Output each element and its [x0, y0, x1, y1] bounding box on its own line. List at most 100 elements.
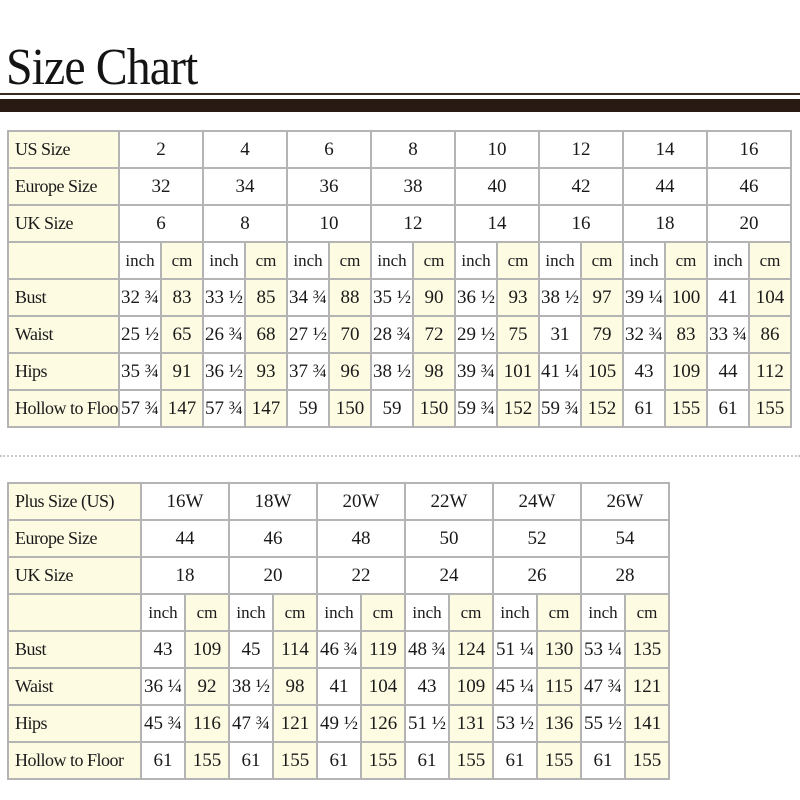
section-divider: [0, 455, 800, 457]
row-label: Hollow to Floor: [7, 741, 142, 780]
size-cell: 16W: [140, 482, 230, 521]
inch-value: 41 ¼: [538, 352, 582, 391]
inch-value: 59: [286, 389, 330, 428]
unit-cm-label: cm: [580, 241, 624, 280]
row-label: Plus Size (US): [7, 482, 142, 521]
unit-inch-label: inch: [202, 241, 246, 280]
unit-inch-label: inch: [140, 593, 186, 632]
inch-value: 61: [492, 741, 538, 780]
cm-value: 85: [244, 278, 288, 317]
cm-value: 83: [160, 278, 204, 317]
row-label: Waist: [7, 667, 142, 706]
size-cell: 28: [580, 556, 670, 595]
size-row: UK Size 6 8 10 12 14 16 18 20: [7, 204, 792, 243]
measurement-row: Waist 36 ¼ 92 38 ½ 98 41 104 43 109 45 ¼ 115 47 ¾ 12…: [7, 667, 670, 706]
inch-value: 36 ½: [202, 352, 246, 391]
cm-value: 70: [328, 315, 372, 354]
inch-value: 28 ¾: [370, 315, 414, 354]
cm-value: 150: [412, 389, 456, 428]
inch-value: 38 ½: [370, 352, 414, 391]
size-cell: 14: [622, 130, 708, 169]
cm-value: 155: [184, 741, 230, 780]
unit-inch-label: inch: [118, 241, 162, 280]
standard-size-table: US Size 2 4 6 8 10 12 14 16 Europe Size 32 34 36 38 40…: [7, 130, 792, 428]
inch-value: 43: [622, 352, 666, 391]
inch-value: 31: [538, 315, 582, 354]
size-cell: 18W: [228, 482, 318, 521]
inch-value: 39 ¼: [622, 278, 666, 317]
measurement-row: Hollow to Floor 61 155 61 155 61 155 61 155 61 155…: [7, 741, 670, 780]
size-cell: 26W: [580, 482, 670, 521]
cm-value: 109: [664, 352, 708, 391]
inch-value: 45 ¼: [492, 667, 538, 706]
size-cell: 32: [118, 167, 204, 206]
size-cell: 42: [538, 167, 624, 206]
cm-value: 152: [496, 389, 540, 428]
unit-cm-label: cm: [328, 241, 372, 280]
inch-value: 29 ½: [454, 315, 498, 354]
cm-value: 72: [412, 315, 456, 354]
unit-cm-label: cm: [360, 593, 406, 632]
cm-value: 100: [664, 278, 708, 317]
inch-value: 44: [706, 352, 750, 391]
row-label: UK Size: [7, 204, 120, 243]
unit-cm-label: cm: [412, 241, 456, 280]
unit-row-label: [7, 593, 142, 632]
size-cell: 22: [316, 556, 406, 595]
inch-value: 34 ¾: [286, 278, 330, 317]
row-label: Europe Size: [7, 167, 120, 206]
cm-value: 86: [748, 315, 792, 354]
cm-value: 155: [272, 741, 318, 780]
inch-value: 51 ½: [404, 704, 450, 743]
inch-value: 43: [140, 630, 186, 669]
inch-value: 26 ¾: [202, 315, 246, 354]
inch-value: 57 ¾: [202, 389, 246, 428]
inch-value: 27 ½: [286, 315, 330, 354]
cm-value: 121: [624, 667, 670, 706]
inch-value: 61: [580, 741, 626, 780]
measurement-row: Waist 25 ½ 65 26 ¾ 68 27 ½ 70 28 ¾ 72 29 ½ 75 31 79 3…: [7, 315, 792, 354]
cm-value: 75: [496, 315, 540, 354]
inch-value: 59: [370, 389, 414, 428]
size-row: Plus Size (US) 16W 18W 20W 22W 24W 26W: [7, 482, 670, 521]
cm-value: 150: [328, 389, 372, 428]
measurement-row: Bust 32 ¾ 83 33 ½ 85 34 ¾ 88 35 ½ 90 36 ½ 93 38 ½ 97…: [7, 278, 792, 317]
size-cell: 16: [706, 130, 792, 169]
cm-value: 155: [664, 389, 708, 428]
cm-value: 136: [536, 704, 582, 743]
inch-value: 61: [622, 389, 666, 428]
title-rule-thin: [0, 93, 800, 95]
cm-value: 105: [580, 352, 624, 391]
unit-cm-label: cm: [272, 593, 318, 632]
measurement-row: Hollow to Floor 57 ¾ 147 57 ¾ 147 59 150 59 150 5…: [7, 389, 792, 428]
size-cell: 6: [118, 204, 204, 243]
cm-value: 112: [748, 352, 792, 391]
size-cell: 18: [622, 204, 708, 243]
inch-value: 61: [140, 741, 186, 780]
cm-value: 116: [184, 704, 230, 743]
size-cell: 20W: [316, 482, 406, 521]
unit-row: inch cm inch cm inch cm inch cm inch cm inch cm: [7, 593, 670, 632]
size-row: UK Size 18 20 22 24 26 28: [7, 556, 670, 595]
inch-value: 48 ¾: [404, 630, 450, 669]
cm-value: 92: [184, 667, 230, 706]
cm-value: 135: [624, 630, 670, 669]
row-label: Hips: [7, 704, 142, 743]
cm-value: 155: [748, 389, 792, 428]
inch-value: 57 ¾: [118, 389, 162, 428]
size-cell: 10: [286, 204, 372, 243]
cm-value: 98: [272, 667, 318, 706]
size-cell: 12: [370, 204, 456, 243]
size-cell: 46: [228, 519, 318, 558]
inch-value: 35 ½: [370, 278, 414, 317]
cm-value: 115: [536, 667, 582, 706]
inch-value: 47 ¾: [580, 667, 626, 706]
inch-value: 39 ¾: [454, 352, 498, 391]
cm-value: 155: [536, 741, 582, 780]
size-cell: 22W: [404, 482, 494, 521]
row-label: UK Size: [7, 556, 142, 595]
inch-value: 36 ½: [454, 278, 498, 317]
inch-value: 61: [706, 389, 750, 428]
